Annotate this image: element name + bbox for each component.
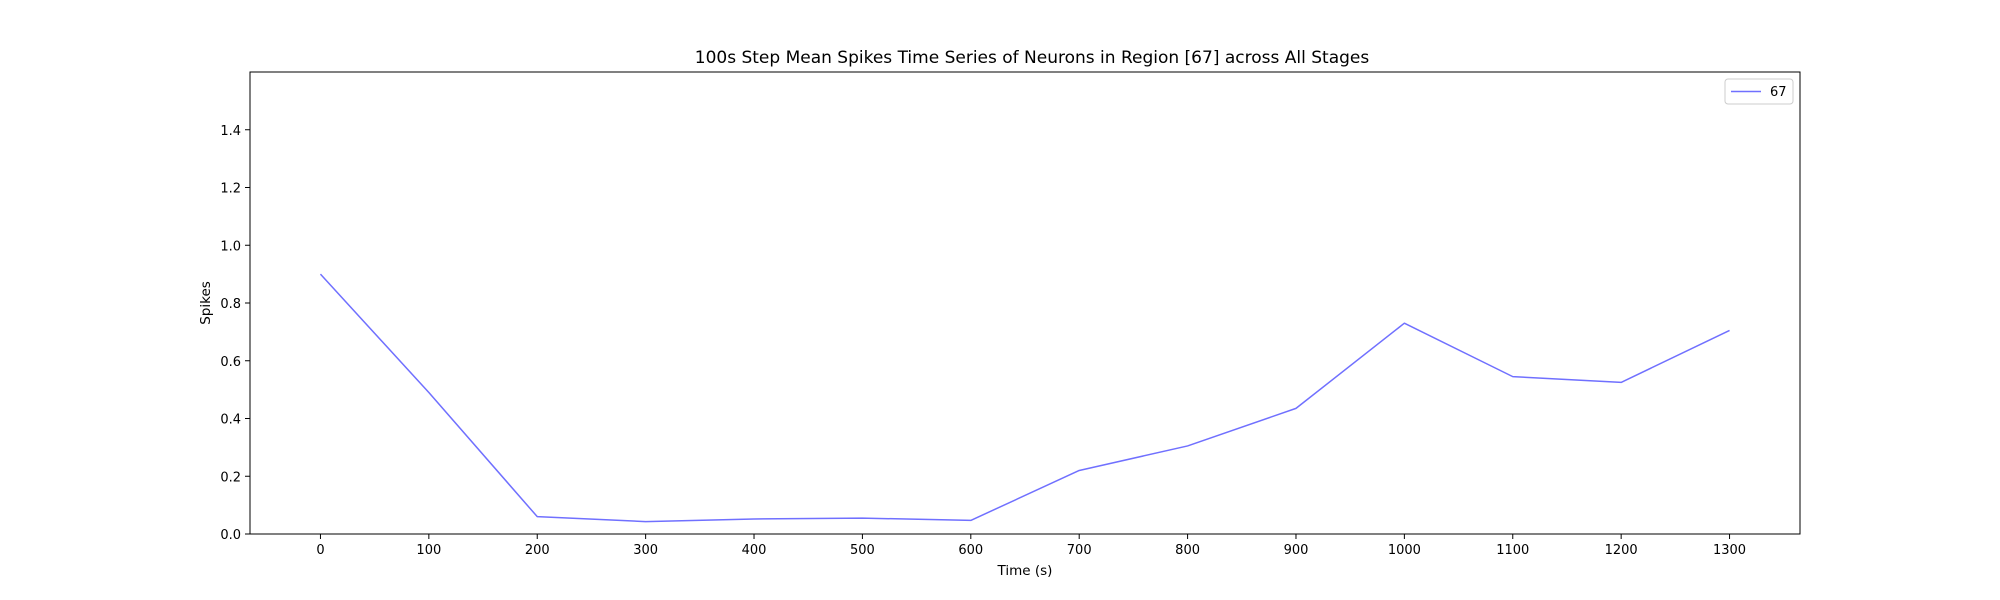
x-axis: 0 100 200 300 400 500 600 700 800 900 1000 1100 1200… [316,534,1746,558]
data-point [1512,376,1514,378]
data-point [1404,322,1406,324]
y-axis: 0.0 0.2 0.4 0.6 0.8 1.0 1.2 1.4 [220,124,250,543]
x-tick-label: 500 [850,543,875,558]
x-tick-label: 600 [958,543,983,558]
series-line-67 [319,273,1730,523]
data-point [862,517,864,519]
x-tick-label: 100 [416,543,441,558]
x-tick-label: 1100 [1496,543,1529,558]
y-tick-label: 0.8 [220,297,241,312]
y-tick-label: 1.2 [220,182,241,197]
legend-label: 67 [1770,85,1787,100]
chart-title: 100s Step Mean Spikes Time Series of Neu… [695,48,1370,68]
y-axis-label: Spikes [198,281,214,325]
data-point [1187,445,1189,447]
y-tick-label: 1.4 [220,124,241,139]
data-point [320,273,322,275]
legend: 67 [1724,78,1794,105]
y-tick-label: 0.6 [220,355,241,370]
x-tick-label: 300 [633,543,658,558]
data-point [536,516,538,518]
x-tick-label: 1200 [1605,543,1638,558]
series-layer [319,273,1731,523]
data-point [970,520,972,522]
data-point [1729,330,1731,332]
data-point [753,518,755,520]
x-tick-label: 400 [742,543,767,558]
x-axis-label: Time (s) [997,563,1053,579]
x-tick-label: 700 [1067,543,1092,558]
data-point [645,521,647,523]
data-point [428,392,430,394]
x-tick-label: 200 [525,543,550,558]
y-tick-label: 0.0 [220,528,241,543]
data-point [1295,408,1297,410]
x-tick-label: 900 [1284,543,1309,558]
y-tick-label: 0.2 [220,470,241,485]
x-tick-label: 0 [316,543,324,558]
x-tick-label: 800 [1175,543,1200,558]
y-tick-label: 0.4 [220,413,241,428]
x-tick-label: 1300 [1713,543,1746,558]
x-tick-label: 1000 [1388,543,1421,558]
data-point [1078,470,1080,472]
data-point [1620,382,1622,384]
y-tick-label: 1.0 [220,239,241,254]
